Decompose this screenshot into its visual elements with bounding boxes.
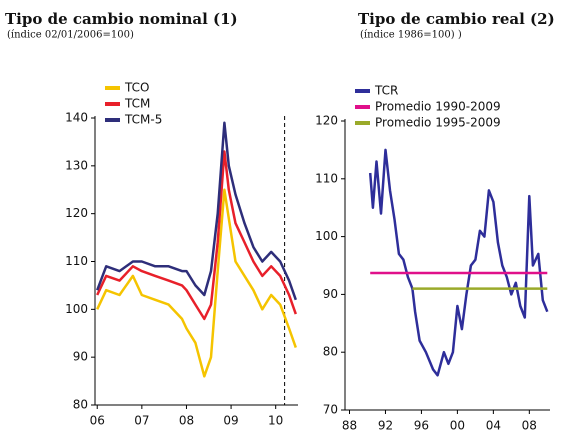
legend-label: TCO bbox=[124, 81, 149, 95]
y-tick-label: 100 bbox=[65, 302, 88, 316]
legend-label: TCM bbox=[124, 97, 150, 111]
chart-title: Tipo de cambio nominal (1) bbox=[5, 10, 238, 28]
legend-label: Promedio 1990-2009 bbox=[375, 100, 501, 114]
chart-title: Tipo de cambio real (2) bbox=[358, 10, 555, 28]
y-tick-label: 140 bbox=[65, 111, 88, 125]
series-line bbox=[96, 150, 297, 321]
y-tick-label: 80 bbox=[73, 398, 88, 412]
y-tick-label: 70 bbox=[323, 403, 338, 417]
x-tick-label: 09 bbox=[223, 414, 238, 428]
y-tick-label: 120 bbox=[315, 114, 338, 128]
legend-label: Promedio 1995-2009 bbox=[375, 116, 501, 130]
y-tick-label: 110 bbox=[315, 171, 338, 185]
x-tick-label: 88 bbox=[342, 419, 357, 433]
x-tick-label: 10 bbox=[268, 414, 283, 428]
x-tick-label: 00 bbox=[450, 419, 465, 433]
chart-subtitle: (índice 02/01/2006=100) bbox=[7, 30, 134, 41]
series-line bbox=[368, 148, 549, 377]
legend-label: TCM-5 bbox=[124, 113, 162, 127]
legend-label: TCR bbox=[374, 84, 398, 98]
chart-subtitle: (índice 1986=100) ) bbox=[360, 30, 462, 41]
y-tick-label: 120 bbox=[65, 206, 88, 220]
y-tick-label: 110 bbox=[65, 254, 88, 268]
x-tick-label: 08 bbox=[179, 414, 194, 428]
x-tick-label: 06 bbox=[90, 414, 105, 428]
x-tick-label: 07 bbox=[134, 414, 149, 428]
x-tick-label: 08 bbox=[522, 419, 537, 433]
x-tick-label: 96 bbox=[414, 419, 429, 433]
y-tick-label: 90 bbox=[73, 350, 88, 364]
y-tick-label: 100 bbox=[315, 229, 338, 243]
y-tick-label: 80 bbox=[323, 345, 338, 359]
y-tick-label: 130 bbox=[65, 158, 88, 172]
series-line bbox=[96, 188, 297, 378]
x-tick-label: 04 bbox=[486, 419, 501, 433]
x-tick-label: 92 bbox=[378, 419, 393, 433]
y-tick-label: 90 bbox=[323, 287, 338, 301]
series-line bbox=[96, 121, 297, 301]
